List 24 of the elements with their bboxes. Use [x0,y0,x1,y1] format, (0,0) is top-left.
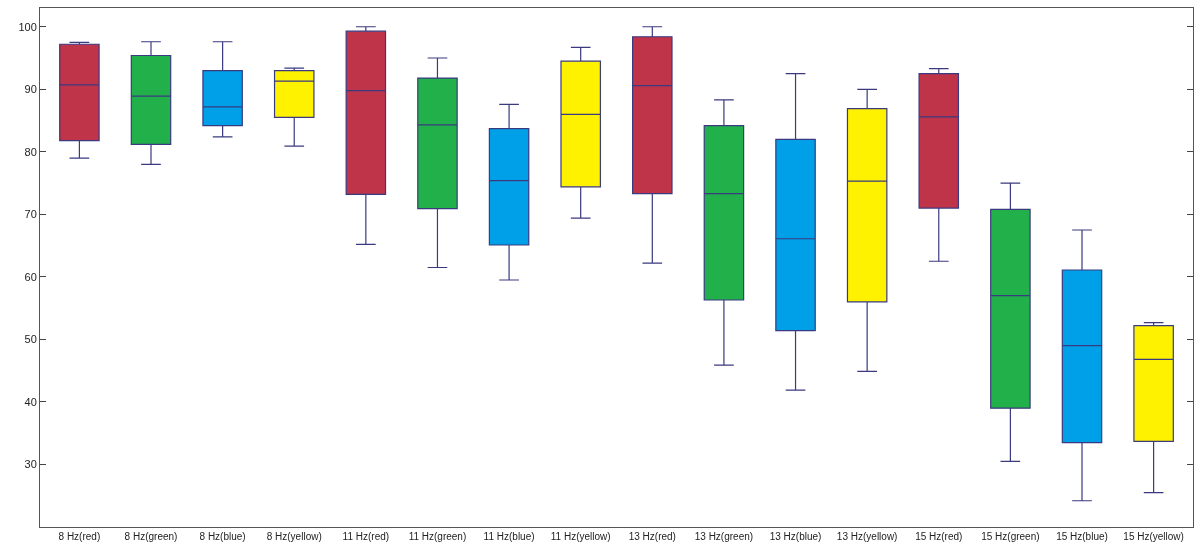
x-tick-label: 8 Hz(green) [124,531,178,542]
x-tick-label: 8 Hz(blue) [199,531,246,542]
x-tick-label: 15 Hz(yellow) [1123,531,1184,542]
x-tick-label: 13 Hz(green) [694,531,754,542]
y-tick-label: 60 [24,270,37,283]
y-tick-label: 50 [24,333,37,346]
x-tick-label: 15 Hz(red) [915,531,963,542]
x-tick-label: 13 Hz(yellow) [836,531,898,542]
y-tick-label: 70 [24,208,37,221]
x-tick-label: 13 Hz(blue) [769,531,822,542]
x-tick-label: 11 Hz(yellow) [550,531,611,542]
x-tick-label: 15 Hz(blue) [1056,531,1108,542]
x-tick-label: 13 Hz(red) [628,531,676,542]
x-tick-label: 11 Hz(green) [408,531,467,542]
y-tick-label: 30 [24,458,37,471]
y-tick-label: 100 [18,20,37,33]
x-tick-label: 15 Hz(green) [981,531,1040,542]
y-tick-label: 40 [24,395,37,408]
x-tick-label: 11 Hz(blue) [483,531,535,542]
x-tick-label: 8 Hz(red) [58,531,101,542]
y-tick-label: 80 [24,145,37,158]
x-tick-label: 11 Hz(red) [342,531,390,542]
x-tick-label: 8 Hz(yellow) [266,531,322,542]
y-tick-label: 90 [24,83,37,96]
